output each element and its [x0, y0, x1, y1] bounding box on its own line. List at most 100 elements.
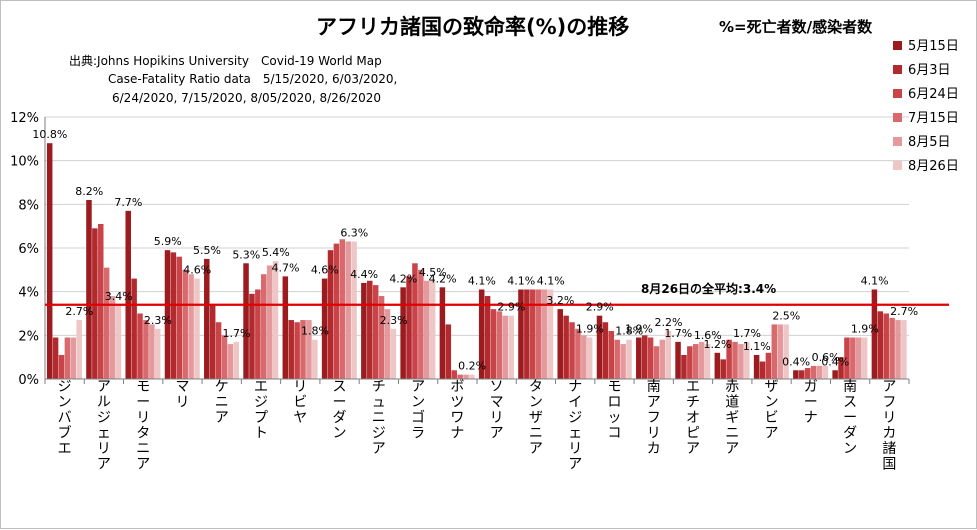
source-line-1: 出典:Johns Hopikins University Covid-19 Wo…: [69, 54, 382, 68]
y-axis-ticks: 0% 2% 4% 6% 8% 10% 12%: [10, 111, 39, 388]
bar: [103, 267, 110, 379]
bar: [339, 239, 346, 379]
bar: [372, 285, 379, 379]
bar: [810, 365, 817, 379]
bar: [143, 320, 149, 379]
legend-label: 8月5日: [908, 135, 951, 150]
bar: [76, 320, 82, 379]
category-label: ボツワナ: [450, 379, 464, 442]
category-label: ナイジェリア: [568, 379, 582, 473]
bar: [626, 339, 632, 379]
bar: [261, 274, 267, 379]
bar: [194, 278, 200, 379]
bar: [541, 289, 548, 379]
data-label: 3.2%: [546, 294, 574, 307]
bar: [659, 339, 666, 379]
bar: [233, 341, 240, 379]
data-label: 1.7%: [664, 327, 692, 340]
data-label: 1.8%: [615, 325, 643, 338]
y-tick-label: 10%: [10, 155, 39, 170]
bar: [333, 243, 340, 379]
bar: [783, 324, 789, 379]
bar: [855, 337, 862, 379]
category-label: ソマリア: [490, 379, 504, 442]
data-label: 4.1%: [507, 275, 535, 288]
bar: [714, 352, 721, 379]
source-line-3: 6/24/2020, 7/15/2020, 8/05/2020, 8/26/20…: [112, 91, 381, 105]
category-label: アフリカ諸国: [882, 379, 896, 473]
y-tick-label: 4%: [18, 286, 39, 301]
data-label: 2.3%: [380, 314, 408, 327]
bar: [518, 289, 524, 379]
bar: [647, 337, 654, 379]
bar: [693, 344, 699, 379]
category-label: エチオピア: [686, 379, 700, 457]
bar: [777, 324, 783, 379]
category-label: 南スーダン: [843, 379, 857, 457]
bar: [86, 199, 92, 379]
data-label: 4.1%: [468, 275, 496, 288]
bar: [704, 344, 711, 379]
bar: [759, 361, 766, 379]
legend-label: 8月26日: [908, 159, 959, 174]
data-label: 2.3%: [144, 314, 172, 327]
bar: [804, 368, 811, 379]
category-label: ガーナ: [804, 379, 818, 426]
legend-swatch: [893, 41, 902, 50]
bar: [883, 313, 889, 379]
bar: [423, 280, 430, 379]
y-tick-label: 12%: [10, 111, 39, 126]
bar: [877, 311, 884, 379]
category-label: 南アフリカ: [647, 379, 661, 457]
bar: [563, 315, 569, 379]
bar: [653, 346, 660, 379]
bar: [312, 339, 318, 379]
bar: [64, 337, 71, 379]
bar: [614, 339, 620, 379]
bar: [384, 309, 391, 379]
bar: [115, 304, 122, 379]
legend-label: 5月15日: [908, 39, 959, 54]
data-label: 0.6%: [812, 351, 840, 364]
y-tick-label: 6%: [18, 242, 39, 257]
bar: [170, 252, 177, 379]
bar: [149, 324, 155, 379]
bar: [451, 370, 457, 379]
data-label: 7.7%: [114, 196, 142, 209]
legend-label: 6月3日: [908, 63, 951, 78]
bar: [687, 346, 693, 379]
bar: [294, 322, 300, 379]
data-label: 4.5%: [419, 266, 447, 279]
data-label: 1.7%: [223, 327, 251, 340]
category-label: スーダン: [333, 379, 347, 442]
legend-swatch: [893, 161, 902, 170]
data-label: 1.8%: [301, 325, 329, 338]
bar: [306, 320, 312, 379]
category-label: ザンビア: [765, 379, 779, 442]
bar: [524, 289, 530, 379]
bar: [602, 322, 609, 379]
bar: [850, 337, 856, 379]
category-label: モーリタニア: [136, 379, 150, 473]
data-label: 4.6%: [183, 264, 211, 277]
bar: [445, 324, 452, 379]
bar: [732, 341, 738, 379]
bar: [681, 354, 687, 379]
bar: [753, 354, 760, 379]
category-label: リビヤ: [293, 379, 307, 426]
category-label: アンゴラ: [411, 379, 425, 442]
legend-swatch: [893, 65, 902, 74]
data-label: 4.7%: [272, 261, 300, 274]
axes: [44, 117, 910, 384]
data-label: 1.9%: [576, 323, 604, 336]
bar: [557, 309, 563, 379]
data-label: 4.2%: [389, 272, 417, 285]
bar: [243, 263, 249, 379]
bar: [188, 274, 194, 379]
bar: [272, 261, 279, 379]
bar: [620, 344, 626, 379]
data-label: 2.9%: [586, 301, 614, 314]
bar: [412, 263, 418, 379]
